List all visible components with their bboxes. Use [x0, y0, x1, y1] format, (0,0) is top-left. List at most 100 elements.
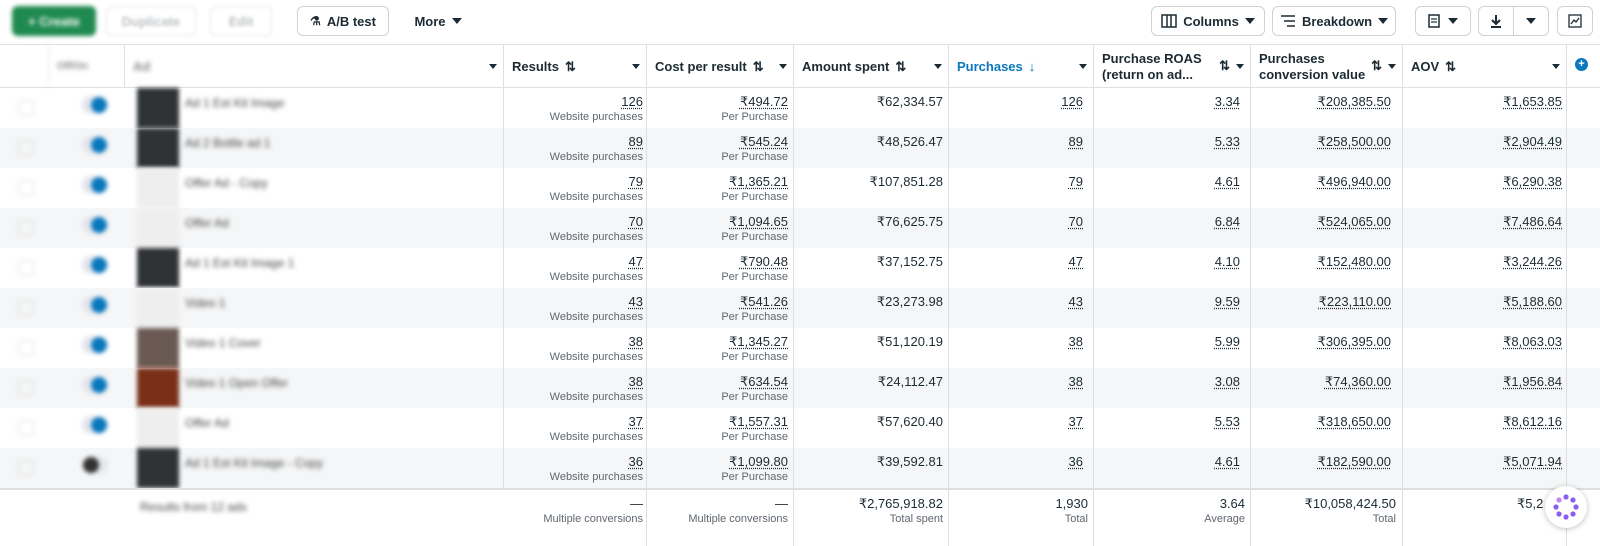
cost-per-result-value[interactable]: ₹541.26 — [739, 294, 788, 309]
purchases-value[interactable]: 36 — [1068, 454, 1083, 469]
delivery-toggle[interactable] — [82, 456, 108, 474]
more-dropdown[interactable]: More — [405, 6, 471, 36]
row-checkbox[interactable] — [18, 420, 34, 436]
row-checkbox[interactable] — [18, 140, 34, 156]
aov-value[interactable]: ₹7,486.64 — [1503, 214, 1562, 229]
results-value[interactable]: 38 — [628, 374, 643, 389]
export-options-dropdown[interactable] — [1513, 6, 1549, 36]
table-row[interactable]: Ad 2 Bottle ad 1 89 Website purchases ₹5… — [0, 128, 1600, 168]
cost-per-result-value[interactable]: ₹1,094.65 — [729, 214, 788, 229]
row-checkbox[interactable] — [18, 220, 34, 236]
roas-value[interactable]: 9.59 — [1214, 294, 1240, 309]
roas-value[interactable]: 5.99 — [1214, 334, 1240, 349]
aov-value[interactable]: ₹5,071.94 — [1503, 454, 1562, 469]
table-row[interactable]: Ad 1 Ext Kit Image - Copy 36 Website pur… — [0, 448, 1600, 488]
table-row[interactable]: Video 1 Open Offer 38 Website purchases … — [0, 368, 1600, 408]
aov-value[interactable]: ₹8,063.03 — [1503, 334, 1562, 349]
cost-per-result-value[interactable]: ₹1,345.27 — [729, 334, 788, 349]
conversion-value-column-header[interactable]: Purchases conversion value ⇅ — [1250, 45, 1402, 88]
ab-test-button[interactable]: ⚗ A/B test — [297, 6, 389, 36]
results-value[interactable]: 38 — [628, 334, 643, 349]
ad-name[interactable]: Video 1 Cover — [185, 336, 261, 350]
row-checkbox[interactable] — [18, 100, 34, 116]
conv-value-value[interactable]: ₹524,065.00 — [1317, 214, 1391, 229]
select-all-checkbox[interactable] — [0, 45, 48, 88]
delivery-toggle[interactable] — [82, 96, 108, 114]
ad-name[interactable]: Offer Ad — [185, 416, 229, 430]
conv-value-value[interactable]: ₹208,385.50 — [1317, 94, 1391, 109]
conv-value-value[interactable]: ₹318,650.00 — [1317, 414, 1391, 429]
results-column-header[interactable]: Results ⇅ — [503, 45, 646, 88]
roas-value[interactable]: 6.84 — [1214, 214, 1240, 229]
purchases-value[interactable]: 37 — [1068, 414, 1083, 429]
add-column-icon[interactable]: + — [1575, 58, 1588, 71]
row-checkbox[interactable] — [18, 300, 34, 316]
row-checkbox[interactable] — [18, 340, 34, 356]
roas-value[interactable]: 5.33 — [1214, 134, 1240, 149]
delivery-toggle[interactable] — [82, 376, 108, 394]
row-checkbox[interactable] — [18, 460, 34, 476]
results-value[interactable]: 43 — [628, 294, 643, 309]
amount-spent-column-header[interactable]: Amount spent ⇅ — [793, 45, 948, 88]
purchases-value[interactable]: 47 — [1068, 254, 1083, 269]
conv-value-value[interactable]: ₹258,500.00 — [1317, 134, 1391, 149]
purchases-value[interactable]: 126 — [1061, 94, 1083, 109]
delivery-toggle[interactable] — [82, 416, 108, 434]
export-button[interactable] — [1478, 6, 1514, 36]
ad-name[interactable]: Ad 1 Ext Kit Image 1 — [185, 256, 295, 270]
table-row[interactable]: Video 1 Cover 38 Website purchases ₹1,34… — [0, 328, 1600, 368]
aov-value[interactable]: ₹6,290.38 — [1503, 174, 1562, 189]
row-checkbox[interactable] — [18, 260, 34, 276]
cost-per-result-value[interactable]: ₹494.72 — [739, 94, 788, 109]
ad-name[interactable]: Ad 1 Ext Kit Image - Copy — [185, 456, 324, 470]
cost-per-result-value[interactable]: ₹545.24 — [739, 134, 788, 149]
aov-value[interactable]: ₹1,653.85 — [1503, 94, 1562, 109]
purchases-value[interactable]: 43 — [1068, 294, 1083, 309]
purchases-value[interactable]: 79 — [1068, 174, 1083, 189]
name-column-header[interactable]: Ad — [124, 45, 503, 88]
columns-button[interactable]: Columns — [1151, 6, 1265, 36]
table-row[interactable]: Video 1 43 Website purchases ₹541.26 Per… — [0, 288, 1600, 328]
delivery-toggle[interactable] — [82, 216, 108, 234]
table-row[interactable]: Offer Ad 70 Website purchases ₹1,094.65 … — [0, 208, 1600, 248]
purchases-column-header[interactable]: Purchases ↓ — [948, 45, 1093, 88]
conv-value-value[interactable]: ₹306,395.00 — [1317, 334, 1391, 349]
cost-per-result-value[interactable]: ₹1,099.80 — [729, 454, 788, 469]
aov-column-header[interactable]: AOV ⇅ — [1402, 45, 1566, 88]
ad-name[interactable]: Ad 2 Bottle ad 1 — [185, 136, 271, 150]
ad-name[interactable]: Ad 1 Ext Kit Image — [185, 96, 285, 110]
roas-value[interactable]: 4.10 — [1214, 254, 1240, 269]
table-row[interactable]: Ad 1 Ext Kit Image 1 47 Website purchase… — [0, 248, 1600, 288]
purchases-value[interactable]: 70 — [1068, 214, 1083, 229]
cost-per-result-value[interactable]: ₹1,557.31 — [729, 414, 788, 429]
row-checkbox[interactable] — [18, 180, 34, 196]
ad-name[interactable]: Offer Ad — [185, 216, 229, 230]
row-checkbox[interactable] — [18, 380, 34, 396]
aov-value[interactable]: ₹3,244.26 — [1503, 254, 1562, 269]
purchases-value[interactable]: 38 — [1068, 374, 1083, 389]
ad-name[interactable]: Offer Ad - Copy — [185, 176, 268, 190]
assistant-button[interactable] — [1545, 486, 1587, 528]
results-value[interactable]: 70 — [628, 214, 643, 229]
cost-per-result-column-header[interactable]: Cost per result ⇅ — [646, 45, 793, 88]
purchases-value[interactable]: 38 — [1068, 334, 1083, 349]
conv-value-value[interactable]: ₹182,590.00 — [1317, 454, 1391, 469]
aov-value[interactable]: ₹8,612.16 — [1503, 414, 1562, 429]
create-button[interactable]: + Create — [12, 6, 96, 36]
results-value[interactable]: 47 — [628, 254, 643, 269]
aov-value[interactable]: ₹2,904.49 — [1503, 134, 1562, 149]
table-row[interactable]: Offer Ad 37 Website purchases ₹1,557.31 … — [0, 408, 1600, 448]
results-value[interactable]: 126 — [621, 94, 643, 109]
delivery-toggle[interactable] — [82, 296, 108, 314]
table-row[interactable]: Offer Ad - Copy 79 Website purchases ₹1,… — [0, 168, 1600, 208]
aov-value[interactable]: ₹5,188.60 — [1503, 294, 1562, 309]
aov-value[interactable]: ₹1,956.84 — [1503, 374, 1562, 389]
breakdown-button[interactable]: Breakdown — [1272, 6, 1396, 36]
roas-value[interactable]: 4.61 — [1214, 454, 1240, 469]
delivery-toggle[interactable] — [82, 176, 108, 194]
cost-per-result-value[interactable]: ₹790.48 — [739, 254, 788, 269]
roas-value[interactable]: 3.08 — [1214, 374, 1240, 389]
purchase-roas-column-header[interactable]: Purchase ROAS (return on ad... ⇅ — [1093, 45, 1250, 88]
results-value[interactable]: 79 — [628, 174, 643, 189]
roas-value[interactable]: 3.34 — [1214, 94, 1240, 109]
